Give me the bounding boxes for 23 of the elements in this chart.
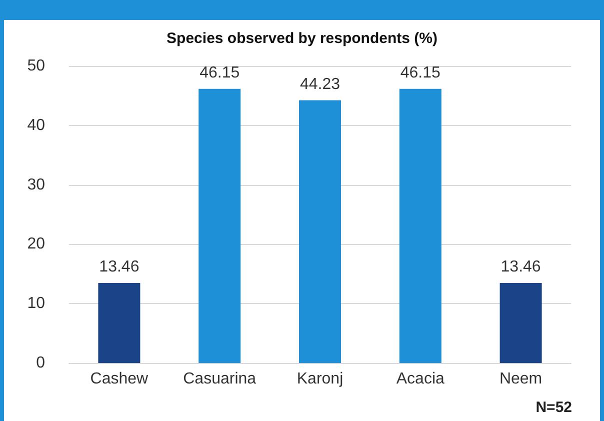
text: N=52 bbox=[536, 399, 572, 416]
x-tick-label: Neem bbox=[499, 370, 542, 388]
bar bbox=[500, 283, 542, 363]
y-tick-label: 20 bbox=[27, 236, 46, 253]
bar bbox=[98, 283, 140, 363]
y-tick-label: 0 bbox=[36, 354, 46, 372]
data-label: 13.46 bbox=[99, 258, 140, 276]
y-tick-label: 50 bbox=[27, 58, 46, 74]
x-tick-label: Karonj bbox=[296, 370, 344, 388]
data-label: 13.46 bbox=[500, 258, 541, 276]
bar bbox=[299, 100, 341, 363]
data-label: 46.15 bbox=[200, 64, 240, 82]
x-tick-label: Acacia bbox=[396, 370, 445, 388]
bar bbox=[399, 88, 442, 363]
y-tick-label: 10 bbox=[27, 295, 46, 312]
y-tick-label: 30 bbox=[27, 176, 46, 194]
x-tick-label: Casuarina bbox=[183, 370, 256, 388]
y-tick-label: 40 bbox=[27, 116, 46, 134]
data-label: 46.15 bbox=[400, 64, 441, 82]
bar bbox=[198, 88, 241, 363]
data-label: 44.23 bbox=[300, 76, 340, 93]
chart-title: Species observed by respondents (%) bbox=[166, 30, 438, 47]
x-tick-label: Cashew bbox=[90, 370, 149, 388]
